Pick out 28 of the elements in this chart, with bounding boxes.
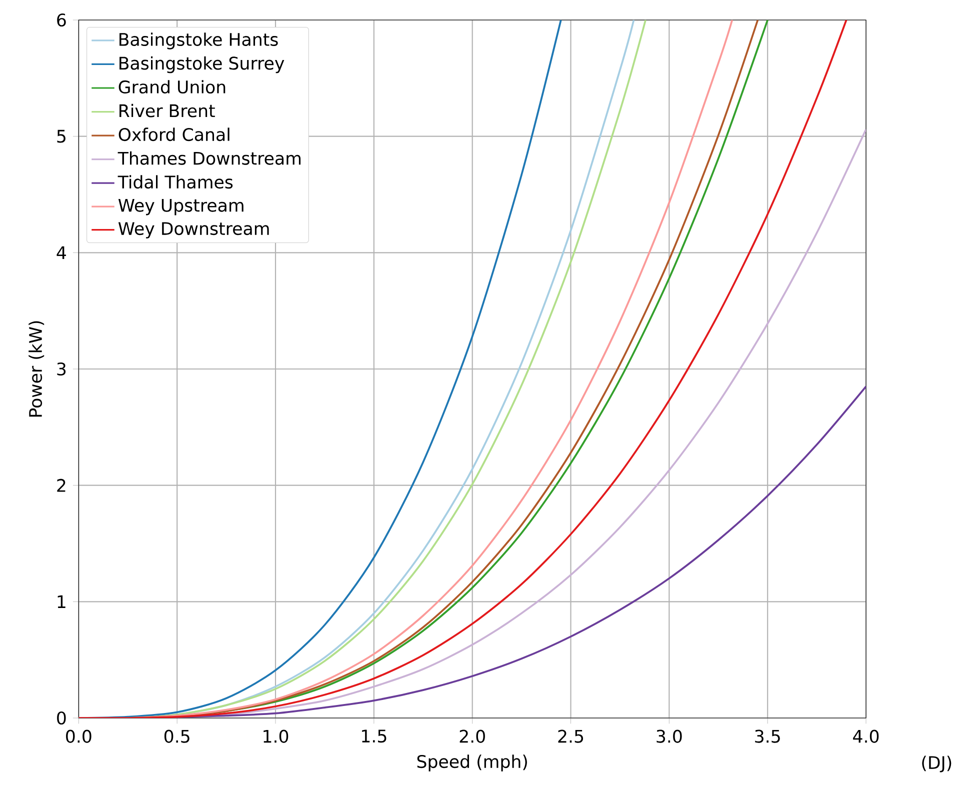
legend-label: Basingstoke Hants bbox=[120, 32, 278, 50]
x-tick-label: 1.0 bbox=[264, 730, 288, 743]
y-tick-label: 1 bbox=[58, 595, 66, 608]
x-axis-title: Speed (mph) bbox=[417, 754, 527, 772]
y-tick-label: 4 bbox=[56, 246, 66, 259]
y-tick-label: 0 bbox=[57, 711, 66, 725]
y-tick-label: 6 bbox=[57, 13, 66, 27]
x-tick-label: 1.5 bbox=[362, 730, 386, 743]
legend-label: Wey Upstream bbox=[118, 198, 244, 216]
legend-label: Basingstoke Surrey bbox=[120, 56, 284, 74]
y-tick-label: 3 bbox=[57, 362, 66, 376]
legend-label: Grand Union bbox=[118, 80, 226, 94]
x-tick-label: 2.5 bbox=[558, 730, 584, 743]
text: (DJ) bbox=[922, 756, 952, 772]
x-tick-label: 2.0 bbox=[460, 730, 485, 743]
y-tick-label: 2 bbox=[57, 478, 66, 492]
legend-label: Thames Downstream bbox=[118, 151, 301, 165]
y-axis-title: Power (kW) bbox=[28, 321, 44, 417]
x-tick-label: 0.5 bbox=[164, 730, 190, 743]
legend-label: Tidal Thames bbox=[118, 175, 233, 189]
y-tick-label: 5 bbox=[57, 130, 66, 143]
x-tick-label: 3.5 bbox=[755, 730, 780, 743]
x-tick-label: 4.0 bbox=[853, 730, 879, 743]
legend-label: Oxford Canal bbox=[118, 128, 230, 142]
x-tick-label: 3.0 bbox=[656, 730, 682, 743]
legend-label: Wey Downstream bbox=[118, 222, 269, 238]
x-tick-label: 0.0 bbox=[66, 730, 92, 743]
legend-label: River Brent bbox=[120, 104, 215, 118]
